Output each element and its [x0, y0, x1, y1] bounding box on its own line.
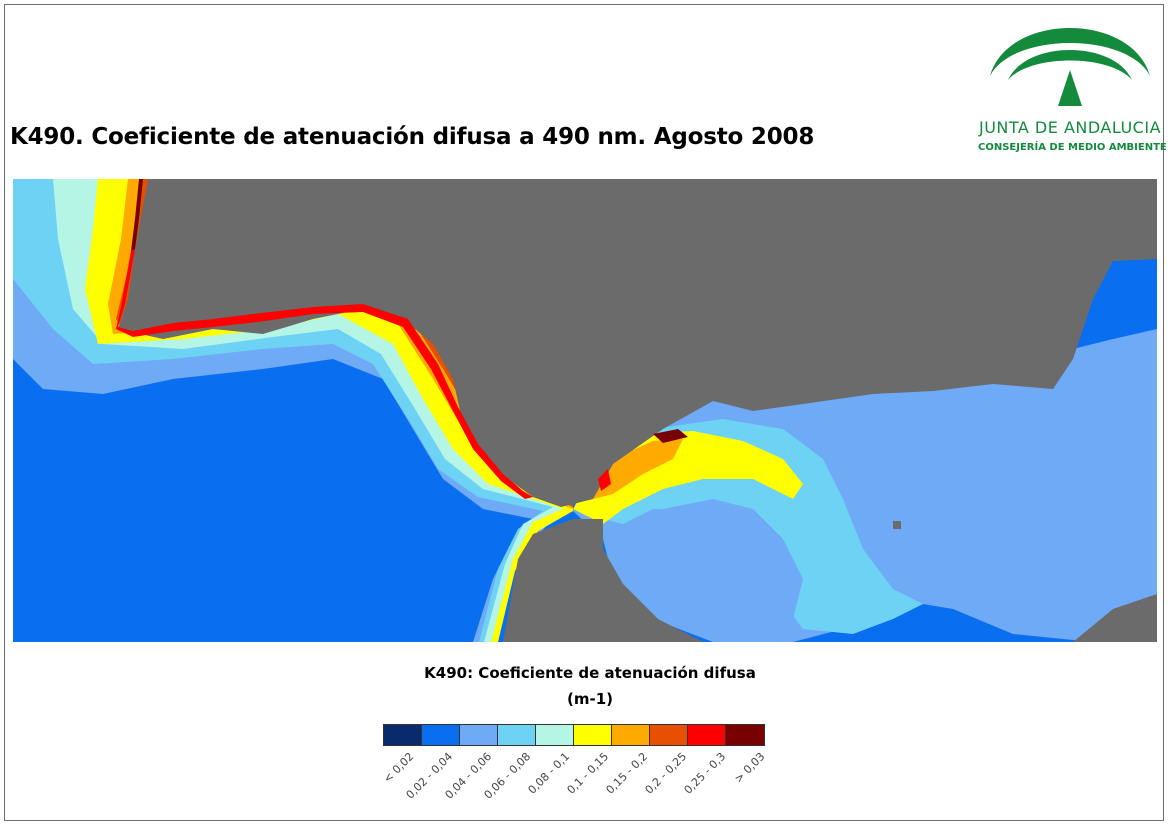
alboran-gyre-light-blue: [633, 499, 803, 634]
legend-swatch: [536, 725, 574, 745]
legend-labels: < 0,02 0,02 - 0,04 0,04 - 0,06 0,06 - 0,08 0…: [380, 750, 783, 820]
ceuta-red-spot: [598, 469, 611, 491]
legend-label: 0,25 - 0,3: [681, 750, 729, 797]
legend-label: < 0,02: [380, 750, 417, 786]
alboran-dark-red-spot: [653, 429, 688, 443]
logo-emblem-icon: [990, 28, 1150, 106]
alboran-band-orange: [593, 439, 683, 499]
legend-label: 0,1 - 0,15: [564, 750, 612, 797]
land-iberia: [118, 179, 1157, 507]
legend-color-bar: [383, 724, 765, 746]
legend-swatch: [726, 725, 764, 745]
legend-swatch: [650, 725, 688, 745]
logo-name: JUNTA DE ANDALUCIA: [978, 118, 1162, 137]
legend-swatch: [612, 725, 650, 745]
logo-subtitle: CONSEJERÍA DE MEDIO AMBIENTE: [978, 142, 1167, 153]
legend-title: K490: Coeficiente de atenuación difusa: [424, 664, 756, 682]
legend-swatch: [498, 725, 536, 745]
legend-swatch: [574, 725, 612, 745]
figure-title: K490. Coeficiente de atenuación difusa a…: [10, 124, 815, 150]
k490-map: [13, 179, 1157, 642]
legend-label: > 0,03: [731, 750, 768, 786]
legend-swatch: [422, 725, 460, 745]
legend-label: 0,2 - 0,25: [642, 750, 690, 797]
legend-label: 0,08 - 0,1: [525, 750, 573, 797]
junta-andalucia-logo: JUNTA DE ANDALUCIA CONSEJERÍA DE MEDIO A…: [978, 14, 1167, 164]
land-africa: [503, 519, 703, 642]
legend-swatch: [384, 725, 422, 745]
legend-swatch: [688, 725, 726, 745]
land-alboran-island: [893, 521, 901, 529]
legend-swatch: [460, 725, 498, 745]
legend-label: 0,15 - 0,2: [603, 750, 651, 797]
land-africa-east: [1073, 594, 1157, 642]
legend-unit: (m-1): [566, 690, 613, 708]
coast-dark-red-segment: [131, 179, 143, 251]
